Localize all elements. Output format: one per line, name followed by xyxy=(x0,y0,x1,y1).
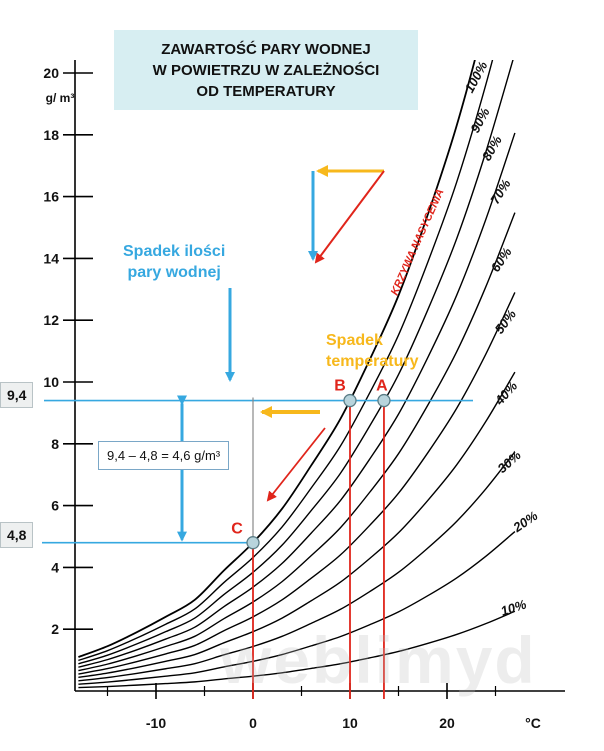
curve-50pct xyxy=(78,292,516,675)
x-tick-label: 0 xyxy=(249,715,257,731)
title-line-3: OD TEMPERATURY xyxy=(196,82,336,100)
curve-100pct xyxy=(78,60,476,658)
point-A xyxy=(377,393,391,408)
y-tick-label: 12 xyxy=(43,312,59,328)
y-axis-label: g/ m³ xyxy=(46,91,75,105)
value-box-high: 9,4 xyxy=(0,382,34,408)
y-tick-label: 6 xyxy=(51,498,59,514)
humidity-drop-line-2: pary wodnej xyxy=(127,264,221,281)
y-tick-label: 20 xyxy=(43,65,59,81)
point-label-C: C xyxy=(231,521,243,538)
cooling-path-arrow xyxy=(266,427,326,502)
point-C xyxy=(246,536,260,550)
curve-10pct xyxy=(78,610,516,689)
x-tick-label: 20 xyxy=(439,715,455,731)
point-B xyxy=(343,393,357,408)
y-tick-label: 10 xyxy=(43,374,59,390)
y-tick-label: 8 xyxy=(51,436,59,452)
y-tick-label: 14 xyxy=(43,250,59,266)
y-tick-label: 4 xyxy=(51,559,59,575)
curve-60pct xyxy=(78,212,516,672)
curve-label: 80% xyxy=(479,133,505,163)
curve-label: 60% xyxy=(488,244,515,274)
axes: 2 4 6 8 10 12 14 16 18 20 -10 0 10 20 g/ m³ °C xyxy=(43,60,565,731)
point-label-B: B xyxy=(334,378,346,395)
temperature-drop-note: Spadek temperatury xyxy=(326,330,418,372)
point-label-A: A xyxy=(376,378,388,395)
x-tick-label: 10 xyxy=(342,715,358,731)
value-box-low: 4,8 xyxy=(0,522,34,548)
y-tick-label: 18 xyxy=(43,127,59,143)
curve-70pct xyxy=(78,132,516,668)
title-line-2: W POWIETRZU W ZALEŻNOŚCI xyxy=(152,61,380,79)
temperature-drop-line-1: Spadek xyxy=(326,332,383,349)
curve-label: 100% xyxy=(462,58,491,95)
curve-30pct xyxy=(78,451,516,682)
difference-box: 9,4 – 4,8 = 4,6 g/m³ xyxy=(98,441,230,470)
chart-title: ZAWARTOŚĆ PARY WODNEJ W POWIETRZU W ZALE… xyxy=(114,30,418,110)
curve-90pct xyxy=(78,60,494,662)
curve-40pct xyxy=(78,371,516,679)
x-tick-label: -10 xyxy=(146,715,166,731)
humidity-drop-line-1: Spadek ilości xyxy=(123,243,226,260)
curve-label: 50% xyxy=(491,306,519,336)
temperature-drop-line-2: temperatury xyxy=(326,353,419,370)
curve-label: 10% xyxy=(499,596,529,618)
humidity-drop-note: Spadek ilości pary wodnej xyxy=(123,241,225,283)
title-line-1: ZAWARTOŚĆ PARY WODNEJ xyxy=(161,40,371,58)
saturation-curve-label: KRZYWA NASYCENIA xyxy=(389,187,447,297)
vector-red-arrow xyxy=(314,170,385,264)
y-tick-label: 16 xyxy=(43,189,59,205)
curve-80pct xyxy=(78,60,514,665)
x-axis-label: °C xyxy=(525,715,541,731)
curve-label: 40% xyxy=(491,378,521,408)
curve-label: 70% xyxy=(487,176,514,206)
curve-20pct xyxy=(78,531,516,685)
annotation-layer: KRZYWA NASYCENIA A B C xyxy=(42,165,473,699)
curve-label: 90% xyxy=(467,105,493,135)
y-tick-label: 2 xyxy=(51,621,59,637)
